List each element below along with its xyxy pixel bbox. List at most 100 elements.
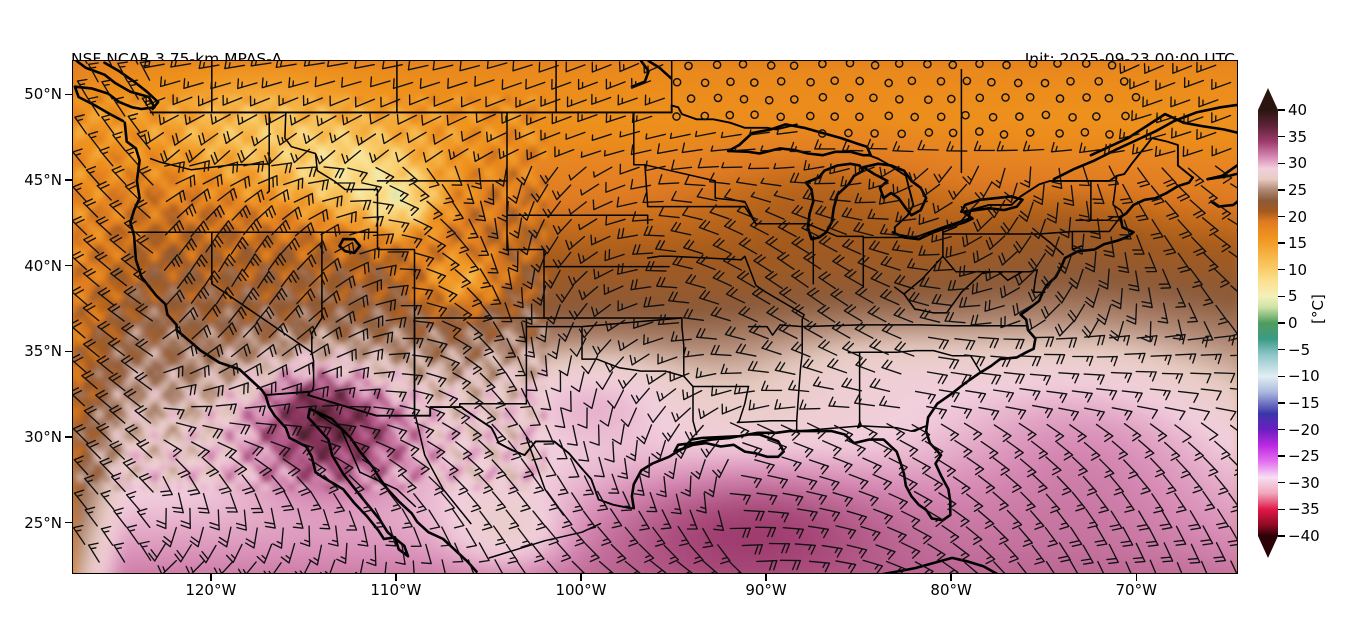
temp-cell	[226, 106, 236, 116]
temp-cell	[910, 169, 920, 179]
temp-cell	[775, 277, 785, 287]
temp-cell	[685, 340, 695, 350]
temp-cell	[973, 322, 983, 332]
temp-cell	[514, 268, 524, 278]
temp-cell	[766, 286, 776, 296]
temp-cell	[847, 394, 857, 404]
temp-cell	[946, 187, 956, 197]
temp-cell	[604, 115, 614, 125]
temp-cell	[1189, 61, 1199, 71]
temp-cell	[658, 331, 668, 341]
temp-cell	[1000, 232, 1010, 242]
temp-cell	[991, 313, 1001, 323]
temp-cell	[496, 403, 506, 413]
temp-cell	[1063, 295, 1073, 305]
temp-cell	[784, 277, 794, 287]
temp-cell	[595, 295, 605, 305]
temp-cell	[1036, 196, 1046, 206]
temp-cell	[649, 358, 659, 368]
temp-cell	[208, 70, 218, 80]
temp-cell	[1081, 151, 1091, 161]
temp-cell	[820, 385, 830, 395]
temp-cell	[622, 223, 632, 233]
temp-cell	[766, 232, 776, 242]
temp-cell	[1198, 223, 1208, 233]
temp-cell	[676, 286, 686, 296]
temp-cell	[1216, 394, 1226, 404]
temp-cell	[784, 367, 794, 377]
temp-cell	[712, 88, 722, 98]
temp-cell	[658, 322, 668, 332]
temp-cell	[514, 115, 524, 125]
temp-cell	[379, 61, 389, 71]
temp-cell	[676, 178, 686, 188]
temp-cell	[856, 124, 866, 134]
temp-cell	[532, 304, 542, 314]
temp-cell	[1126, 151, 1136, 161]
temp-cell	[703, 268, 713, 278]
temp-cell	[82, 160, 92, 170]
temp-cell	[154, 367, 164, 377]
temp-cell	[1162, 133, 1172, 143]
temp-cell	[370, 286, 380, 296]
temp-cell	[1216, 376, 1226, 386]
temp-cell	[595, 70, 605, 80]
temp-cell	[370, 106, 380, 116]
temp-cell	[631, 367, 641, 377]
temp-cell	[397, 61, 407, 71]
temp-cell	[973, 268, 983, 278]
temp-cell	[1225, 376, 1235, 386]
temp-cell	[820, 187, 830, 197]
temp-cell	[766, 142, 776, 152]
temp-cell	[325, 106, 335, 116]
temp-cell	[838, 358, 848, 368]
temp-cell	[82, 385, 92, 395]
temp-cell	[559, 367, 569, 377]
temp-cell	[649, 340, 659, 350]
temp-cell	[658, 205, 668, 215]
temp-cell	[829, 61, 839, 71]
temp-cell	[478, 286, 488, 296]
temp-cell	[199, 358, 209, 368]
temp-cell	[325, 79, 335, 89]
temp-cell	[721, 133, 731, 143]
temp-cell	[442, 358, 452, 368]
temp-cell	[1018, 394, 1028, 404]
temp-cell	[847, 313, 857, 323]
temp-cell	[1063, 61, 1073, 71]
temp-cell	[838, 97, 848, 107]
temp-cell	[829, 313, 839, 323]
temp-cell	[307, 79, 317, 89]
temp-cell	[928, 160, 938, 170]
temp-cell	[1153, 286, 1163, 296]
temp-cell	[514, 394, 524, 404]
temp-cell	[154, 61, 164, 71]
temp-cell	[694, 268, 704, 278]
temp-cell	[1162, 376, 1172, 386]
temp-cell	[1045, 133, 1055, 143]
temp-cell	[433, 88, 443, 98]
temp-cell	[1117, 61, 1127, 71]
temp-cell	[946, 124, 956, 134]
temp-cell	[586, 214, 596, 224]
temp-cell	[613, 250, 623, 260]
temp-cell	[622, 106, 632, 116]
temp-cell	[829, 133, 839, 143]
temp-cell	[550, 97, 560, 107]
temp-cell	[703, 223, 713, 233]
temp-cell	[127, 403, 137, 413]
temp-cell	[712, 394, 722, 404]
temp-cell	[1054, 277, 1064, 287]
temp-cell	[910, 295, 920, 305]
temp-cell	[1117, 115, 1127, 125]
temp-cell	[532, 169, 542, 179]
temp-cell	[838, 349, 848, 359]
temp-cell	[937, 160, 947, 170]
temp-cell	[1135, 79, 1145, 89]
temp-cell	[595, 250, 605, 260]
temp-cell	[343, 214, 353, 224]
temp-cell	[694, 79, 704, 89]
temp-cell	[1171, 277, 1181, 287]
temp-cell	[406, 367, 416, 377]
temp-cell	[253, 394, 263, 404]
